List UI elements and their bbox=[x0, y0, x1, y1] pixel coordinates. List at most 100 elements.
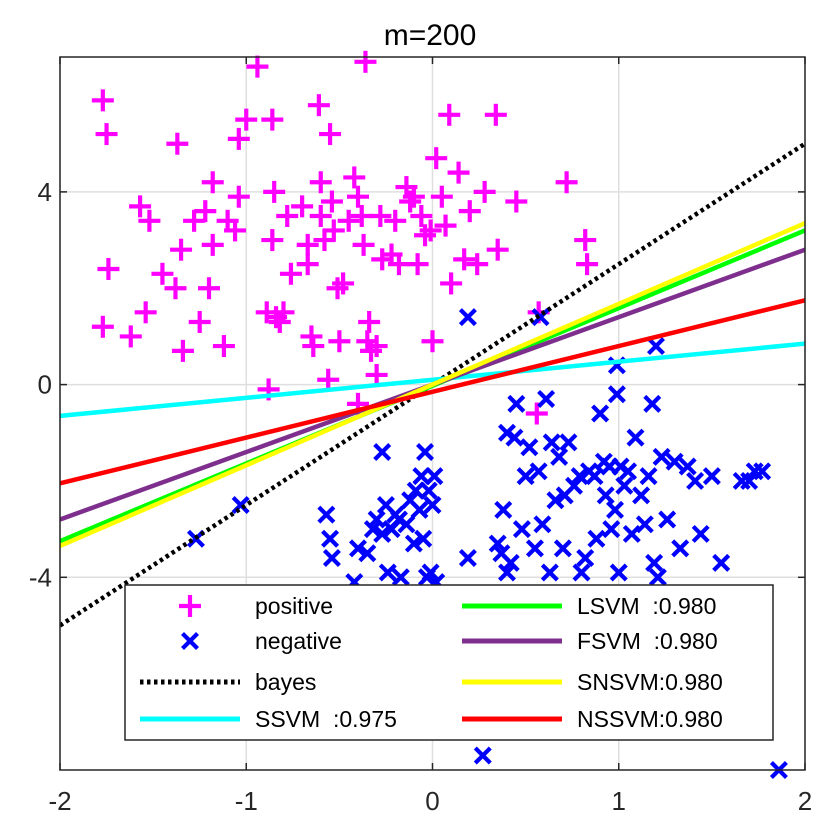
negative-point bbox=[322, 549, 341, 568]
positive-point bbox=[332, 272, 355, 295]
negative-point bbox=[505, 428, 524, 447]
legend-item: FSVM :0.980 bbox=[462, 628, 718, 654]
negative-point bbox=[635, 515, 654, 534]
negative-point bbox=[609, 563, 628, 582]
positive-point bbox=[227, 185, 250, 208]
negative-point bbox=[416, 443, 435, 462]
axes-frame bbox=[59, 56, 806, 771]
negative-point bbox=[373, 443, 392, 462]
positive-point bbox=[410, 204, 433, 227]
legend-label: positive bbox=[255, 593, 333, 619]
negative-point bbox=[740, 471, 759, 490]
negative-point bbox=[419, 481, 438, 500]
y-tick-label: -4 bbox=[29, 562, 52, 592]
negative-point bbox=[498, 563, 516, 582]
positive-point bbox=[91, 89, 114, 112]
negative-point bbox=[619, 462, 638, 481]
legend-label: NSSVM:0.980 bbox=[577, 706, 723, 732]
legend-label: LSVM :0.980 bbox=[577, 593, 716, 619]
positive-point bbox=[166, 132, 189, 155]
negative-point bbox=[358, 544, 377, 563]
negative-point bbox=[458, 549, 477, 568]
negative-point bbox=[391, 568, 410, 587]
negative-point bbox=[321, 529, 340, 548]
positive-point bbox=[302, 335, 325, 358]
negative-point bbox=[397, 515, 416, 534]
negative-point bbox=[572, 563, 591, 582]
negative-point bbox=[363, 520, 382, 539]
positive-point bbox=[246, 55, 269, 78]
negative-point bbox=[410, 500, 429, 519]
negative-point bbox=[622, 524, 641, 543]
legend-marker bbox=[179, 595, 201, 617]
positive-point bbox=[402, 185, 425, 208]
negative-point bbox=[406, 481, 425, 500]
positive-point bbox=[447, 161, 470, 184]
negative-point bbox=[531, 308, 550, 327]
negative-point bbox=[643, 394, 662, 413]
ssvm-line bbox=[60, 341, 805, 419]
positive-point bbox=[138, 209, 161, 232]
positive-point bbox=[188, 310, 211, 333]
positive-point bbox=[261, 108, 284, 131]
negative-point bbox=[373, 524, 392, 543]
positive-point bbox=[384, 209, 407, 232]
negative-point bbox=[349, 539, 367, 558]
negative-point bbox=[367, 510, 386, 529]
positive-point bbox=[194, 200, 217, 223]
legend: positive negative bayes SSVM :0.975 LSVM :0.… bbox=[124, 584, 774, 741]
positive-point bbox=[347, 185, 369, 208]
positive-point bbox=[235, 108, 258, 131]
positive-point bbox=[317, 368, 340, 391]
positive-point bbox=[272, 301, 295, 324]
y-tick-label: 0 bbox=[38, 370, 52, 400]
negative-point bbox=[553, 539, 572, 558]
x-tick-label: -2 bbox=[48, 786, 71, 816]
negative-point bbox=[626, 428, 645, 447]
positive-point bbox=[343, 166, 366, 189]
negative-point bbox=[570, 467, 589, 486]
positive-point bbox=[337, 209, 360, 232]
positive-point bbox=[201, 171, 224, 194]
negative-point bbox=[645, 553, 664, 572]
positive-point bbox=[484, 103, 507, 126]
negative-point bbox=[596, 486, 615, 505]
positive-point bbox=[263, 180, 286, 203]
negative-point bbox=[652, 447, 671, 466]
positive-point bbox=[276, 204, 299, 227]
tick-labels: -2 -1 0 1 2 4 0 -4 bbox=[29, 177, 812, 816]
nssvm-line bbox=[60, 298, 805, 486]
positive-point bbox=[170, 238, 193, 261]
legend-item: SNSVM:0.980 bbox=[462, 669, 723, 695]
positive-point bbox=[134, 301, 157, 324]
negative-point bbox=[494, 500, 513, 519]
negative-point bbox=[423, 496, 442, 515]
positive-point bbox=[369, 204, 392, 227]
negative-point bbox=[591, 404, 610, 423]
negative-point bbox=[488, 534, 507, 553]
positive-point bbox=[434, 214, 457, 237]
positive-point bbox=[95, 123, 118, 146]
positive-point bbox=[458, 200, 481, 223]
positive-point bbox=[198, 277, 220, 300]
negative-point bbox=[378, 563, 397, 582]
positive-point bbox=[296, 233, 319, 256]
positive-point bbox=[320, 190, 343, 213]
x-tick-label: 2 bbox=[798, 786, 812, 816]
positive-point bbox=[309, 204, 332, 227]
negative-point bbox=[648, 568, 667, 587]
positive-point bbox=[421, 330, 444, 353]
negative-point bbox=[414, 529, 433, 548]
negative-point bbox=[507, 394, 526, 413]
positive-point bbox=[430, 185, 453, 208]
positive-point bbox=[212, 335, 235, 358]
positive-point bbox=[486, 238, 509, 261]
positive-point bbox=[525, 402, 548, 425]
positive-series bbox=[91, 50, 599, 425]
positive-point bbox=[164, 277, 187, 300]
legend-label: FSVM :0.980 bbox=[577, 628, 718, 654]
positive-point bbox=[171, 339, 194, 362]
positive-point bbox=[453, 248, 476, 271]
negative-point bbox=[647, 337, 665, 356]
negative-point bbox=[404, 534, 423, 553]
